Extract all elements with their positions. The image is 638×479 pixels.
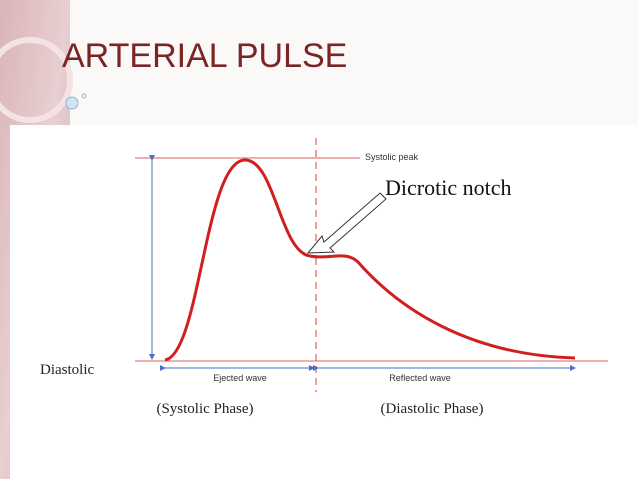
decor-dot: [81, 93, 87, 99]
top-band: [70, 0, 638, 125]
ejected-label: Ejected wave: [213, 373, 267, 383]
reflected-label: Reflected wave: [389, 373, 451, 383]
baseline-label: Diastolic: [40, 362, 94, 378]
notch-label: Dicrotic notch: [385, 175, 511, 200]
decor-dot: [65, 96, 79, 110]
notch-arrow: [306, 192, 387, 254]
systolic-phase: (Systolic Phase): [156, 401, 253, 417]
diagram-panel: [10, 125, 638, 479]
peak-label: Systolic peak: [365, 152, 419, 162]
slide-title: ARTERIAL PULSE: [62, 37, 347, 75]
pulse-curve: [164, 158, 576, 362]
decor-ring: [0, 37, 73, 123]
diastolic-phase: (Diastolic Phase): [381, 401, 484, 417]
